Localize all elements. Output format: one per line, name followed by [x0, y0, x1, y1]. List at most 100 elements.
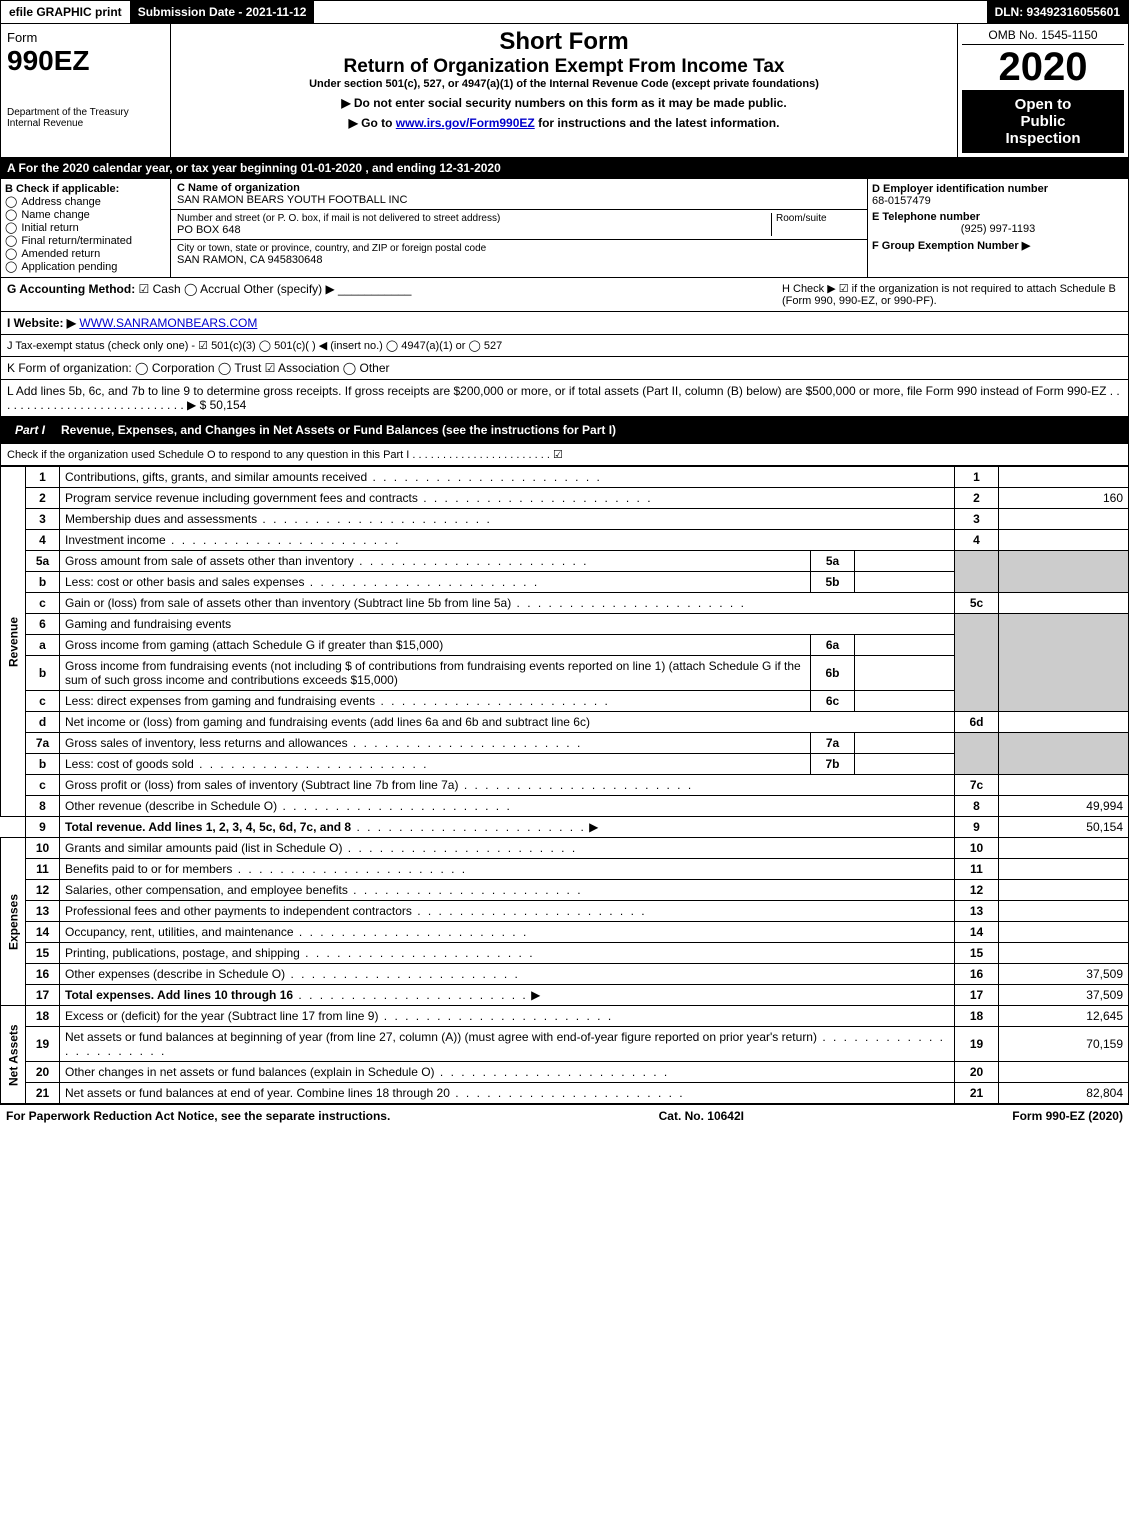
room-label: Room/suite: [776, 213, 861, 224]
line-16-value: 37,509: [999, 964, 1129, 985]
org-city: SAN RAMON, CA 945830648: [177, 254, 861, 266]
part-1-label: Part I: [7, 421, 53, 439]
chk-final-return[interactable]: ◯Final return/terminated: [5, 234, 166, 247]
page-footer: For Paperwork Reduction Act Notice, see …: [0, 1104, 1129, 1127]
line-10: Expenses 10 Grants and similar amounts p…: [1, 838, 1129, 859]
short-form-title: Short Form: [175, 28, 953, 56]
line-1: Revenue 1 Contributions, gifts, grants, …: [1, 467, 1129, 488]
line-6d: d Net income or (loss) from gaming and f…: [1, 712, 1129, 733]
instruction-1: ▶ Do not enter social security numbers o…: [175, 96, 953, 110]
tax-year: 2020: [962, 45, 1124, 90]
row-g: G Accounting Method: ☑ Cash ◯ Accrual Ot…: [7, 282, 782, 307]
net-assets-side-label: Net Assets: [1, 1006, 26, 1104]
line-21-value: 82,804: [999, 1083, 1129, 1104]
ein-value: 68-0157479: [872, 195, 1124, 207]
line-15: 15 Printing, publications, postage, and …: [1, 943, 1129, 964]
chk-accrual[interactable]: ◯ Accrual: [184, 282, 240, 296]
footer-left: For Paperwork Reduction Act Notice, see …: [6, 1109, 390, 1123]
org-name: SAN RAMON BEARS YOUTH FOOTBALL INC: [177, 194, 861, 206]
row-g-h: G Accounting Method: ☑ Cash ◯ Accrual Ot…: [0, 278, 1129, 312]
line-16: 16 Other expenses (describe in Schedule …: [1, 964, 1129, 985]
line-7c: c Gross profit or (loss) from sales of i…: [1, 775, 1129, 796]
line-2-value: 160: [999, 488, 1129, 509]
form-number: 990EZ: [7, 45, 164, 77]
footer-right: Form 990-EZ (2020): [1012, 1109, 1123, 1123]
line-11: 11 Benefits paid to or for members 11: [1, 859, 1129, 880]
box-b: B Check if applicable: ◯Address change ◯…: [1, 179, 171, 277]
info-block: B Check if applicable: ◯Address change ◯…: [0, 179, 1129, 278]
row-l: L Add lines 5b, 6c, and 7b to line 9 to …: [0, 380, 1129, 417]
omb-number: OMB No. 1545-1150: [962, 28, 1124, 45]
row-k: K Form of organization: ◯ Corporation ◯ …: [0, 357, 1129, 380]
top-bar: efile GRAPHIC print Submission Date - 20…: [0, 0, 1129, 24]
dept-label: Department of the Treasury: [7, 107, 164, 118]
line-12: 12 Salaries, other compensation, and emp…: [1, 880, 1129, 901]
box-b-title: B Check if applicable:: [5, 183, 166, 195]
irs-link[interactable]: www.irs.gov/Form990EZ: [396, 116, 535, 130]
line-4: 4 Investment income 4: [1, 530, 1129, 551]
line-19: 19 Net assets or fund balances at beginn…: [1, 1027, 1129, 1062]
row-i: I Website: ▶ WWW.SANRAMONBEARS.COM: [0, 312, 1129, 335]
tel-value: (925) 997-1193: [872, 223, 1124, 235]
header-left: Form 990EZ Department of the Treasury In…: [1, 24, 171, 157]
row-h: H Check ▶ ☑ if the organization is not r…: [782, 282, 1122, 307]
org-name-label: C Name of organization: [177, 182, 861, 194]
footer-center: Cat. No. 10642I: [659, 1109, 744, 1123]
form-word: Form: [7, 30, 164, 45]
line-14: 14 Occupancy, rent, utilities, and maint…: [1, 922, 1129, 943]
line-1-value: [999, 467, 1129, 488]
chk-cash[interactable]: ☑ Cash: [139, 282, 181, 296]
ein-label: D Employer identification number: [872, 183, 1124, 195]
addr-label: Number and street (or P. O. box, if mail…: [177, 213, 771, 224]
efile-label[interactable]: efile GRAPHIC print: [1, 1, 130, 23]
dln: DLN: 93492316055601: [987, 1, 1128, 23]
line-13: 13 Professional fees and other payments …: [1, 901, 1129, 922]
line-18-value: 12,645: [999, 1006, 1129, 1027]
row-j: J Tax-exempt status (check only one) - ☑…: [0, 335, 1129, 357]
section-a-period: A For the 2020 calendar year, or tax yea…: [0, 158, 1129, 179]
line-5c: c Gain or (loss) from sale of assets oth…: [1, 593, 1129, 614]
chk-amended-return[interactable]: ◯Amended return: [5, 247, 166, 260]
tel-label: E Telephone number: [872, 211, 1124, 223]
line-17-value: 37,509: [999, 985, 1129, 1006]
line-6: 6 Gaming and fundraising events: [1, 614, 1129, 635]
org-address: PO BOX 648: [177, 224, 771, 236]
box-c: C Name of organization SAN RAMON BEARS Y…: [171, 179, 868, 277]
line-8: 8 Other revenue (describe in Schedule O)…: [1, 796, 1129, 817]
line-18: Net Assets 18 Excess or (deficit) for th…: [1, 1006, 1129, 1027]
part-1-check: Check if the organization used Schedule …: [0, 444, 1129, 466]
line-9-value: 50,154: [999, 817, 1129, 838]
expenses-side-label: Expenses: [1, 838, 26, 1006]
line-5a: 5a Gross amount from sale of assets othe…: [1, 551, 1129, 572]
submission-date: Submission Date - 2021-11-12: [130, 1, 315, 23]
part-1-title: Revenue, Expenses, and Changes in Net As…: [61, 423, 616, 437]
line-20: 20 Other changes in net assets or fund b…: [1, 1062, 1129, 1083]
chk-application-pending[interactable]: ◯Application pending: [5, 260, 166, 273]
line-21: 21 Net assets or fund balances at end of…: [1, 1083, 1129, 1104]
box-d-e-f: D Employer identification number 68-0157…: [868, 179, 1128, 277]
line-9: 9 Total revenue. Add lines 1, 2, 3, 4, 5…: [1, 817, 1129, 838]
other-specify[interactable]: Other (specify) ▶ ___________: [243, 282, 411, 296]
website-link[interactable]: WWW.SANRAMONBEARS.COM: [79, 316, 257, 330]
header-right: OMB No. 1545-1150 2020 Open to Public In…: [958, 24, 1128, 157]
line-7a: 7a Gross sales of inventory, less return…: [1, 733, 1129, 754]
line-17: 17 Total expenses. Add lines 10 through …: [1, 985, 1129, 1006]
main-title: Return of Organization Exempt From Incom…: [175, 56, 953, 78]
line-19-value: 70,159: [999, 1027, 1129, 1062]
chk-address-change[interactable]: ◯Address change: [5, 195, 166, 208]
revenue-side-label: Revenue: [1, 467, 26, 817]
irs-label: Internal Revenue: [7, 118, 164, 129]
line-8-value: 49,994: [999, 796, 1129, 817]
chk-name-change[interactable]: ◯Name change: [5, 208, 166, 221]
open-to-public: Open to Public Inspection: [962, 90, 1124, 153]
part-1-table: Revenue 1 Contributions, gifts, grants, …: [0, 466, 1129, 1104]
part-1-header: Part I Revenue, Expenses, and Changes in…: [0, 417, 1129, 444]
header-center: Short Form Return of Organization Exempt…: [171, 24, 958, 157]
group-exemption-label: F Group Exemption Number ▶: [872, 239, 1124, 252]
subtitle: Under section 501(c), 527, or 4947(a)(1)…: [175, 78, 953, 90]
line-2: 2 Program service revenue including gove…: [1, 488, 1129, 509]
city-label: City or town, state or province, country…: [177, 243, 861, 254]
instruction-2: ▶ Go to www.irs.gov/Form990EZ for instru…: [175, 116, 953, 130]
chk-initial-return[interactable]: ◯Initial return: [5, 221, 166, 234]
form-header: Form 990EZ Department of the Treasury In…: [0, 24, 1129, 158]
